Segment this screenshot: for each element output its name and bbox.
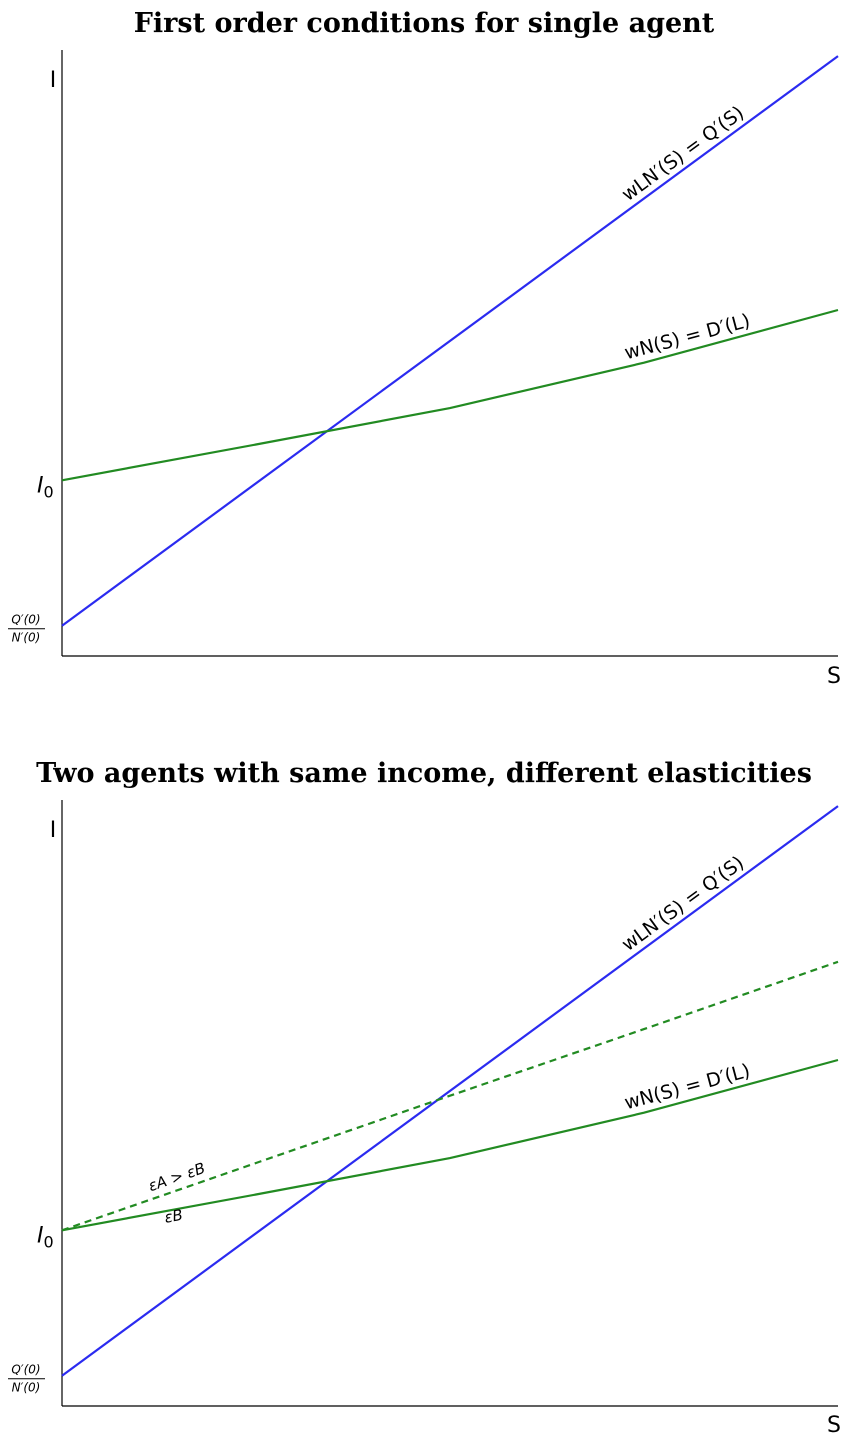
tick-numerator: Q′(0) [11,613,40,627]
tick-numerator: Q′(0) [11,1363,40,1377]
series-line-1 [61,55,839,627]
y-tick-label-i0: I0 [37,1223,54,1251]
tick-denominator: N′(0) [12,631,41,645]
series-label-1: wLN′(S) = Q′(S) [618,102,748,206]
series-line-2 [61,1058,839,1232]
y-tick-label-i0: I0 [37,473,54,501]
series-label-2: wN(S) = D′(L) [622,310,752,364]
annotation-2: εB [163,1206,184,1227]
series-line-2 [61,308,839,482]
tick-main: I [37,473,44,498]
tick-sub: 0 [44,1232,54,1251]
x-axis-label: S [827,664,841,689]
y-axis-label: I [50,818,57,843]
series-label-1: wLN′(S) = Q′(S) [618,852,748,956]
chart-panel-1: First order conditions for single agent I… [8,8,841,689]
x-axis-label: S [827,1413,841,1437]
chart-panel-2: Two agents with same income, different e… [8,758,841,1437]
series-line-3 [61,960,839,1232]
tick-main: I [37,1223,44,1248]
tick-sub: 0 [44,482,54,501]
chart-title: First order conditions for single agent [134,8,715,39]
y-tick-label-q-ratio: Q′(0) N′(0) [8,613,45,645]
y-axis-label: I [50,68,57,93]
y-tick-label-q-ratio: Q′(0) N′(0) [8,1363,45,1395]
series-line-1 [61,805,839,1377]
series-label-2: wN(S) = D′(L) [622,1060,752,1114]
chart-title: Two agents with same income, different e… [36,758,812,789]
tick-denominator: N′(0) [12,1381,41,1395]
